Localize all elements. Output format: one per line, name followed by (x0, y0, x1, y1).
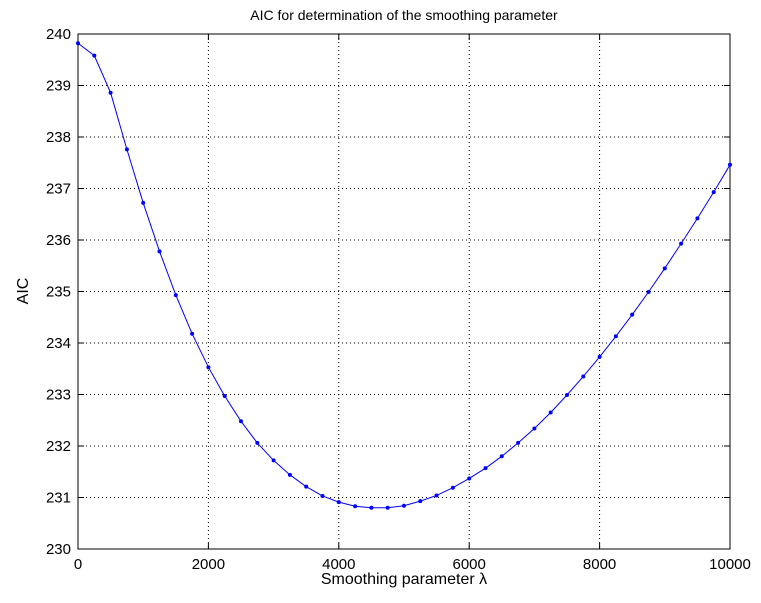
data-point (255, 440, 260, 445)
data-point (516, 440, 521, 445)
data-point (353, 504, 358, 509)
data-point (304, 484, 309, 489)
data-point (483, 466, 488, 471)
data-point (418, 499, 423, 504)
data-point (206, 365, 211, 370)
y-tick-label: 237 (46, 181, 71, 198)
data-point (630, 312, 635, 317)
x-tick-label: 0 (74, 556, 82, 573)
data-point (679, 241, 684, 246)
x-tick-label: 6000 (453, 556, 486, 573)
data-point (76, 41, 80, 46)
data-point (271, 458, 276, 463)
data-point (141, 200, 146, 205)
data-point (385, 505, 390, 510)
x-tick-label: 4000 (322, 556, 355, 573)
x-tick-label: 8000 (583, 556, 616, 573)
data-point (157, 249, 162, 254)
data-point (450, 485, 455, 490)
data-point (548, 410, 553, 415)
chart-title: AIC for determination of the smoothing p… (250, 7, 558, 23)
series-group (76, 41, 732, 510)
data-point (369, 505, 374, 510)
data-point (287, 472, 292, 477)
data-point (695, 216, 700, 221)
data-point (124, 147, 129, 152)
data-point (434, 493, 439, 498)
data-point (173, 293, 178, 298)
data-point (92, 53, 97, 58)
data-point (581, 374, 586, 379)
data-point (728, 162, 732, 167)
x-axis-label: Smoothing parameter λ (321, 571, 487, 588)
data-point (499, 454, 504, 459)
y-tick-label: 238 (46, 129, 71, 146)
y-tick-label: 230 (46, 541, 71, 558)
data-point (108, 90, 113, 95)
grid-lines (78, 34, 730, 549)
x-tick-label: 2000 (192, 556, 225, 573)
data-point (222, 394, 227, 399)
x-tick-label: 10000 (709, 556, 751, 573)
data-point (565, 393, 569, 398)
data-point (190, 331, 195, 336)
data-point (336, 500, 341, 505)
y-tick-label: 236 (46, 232, 71, 249)
y-tick-label: 235 (46, 284, 71, 301)
data-point (320, 493, 325, 498)
data-point (532, 426, 537, 431)
y-tick-label: 240 (46, 26, 71, 43)
y-axis-label: AIC (15, 278, 32, 305)
axis-ticks: 0 2000 4000 6000 8000 10000 230 231 232 233 234 235… (46, 26, 751, 573)
data-point (646, 290, 651, 295)
data-point (467, 476, 472, 481)
data-point (239, 419, 243, 424)
y-tick-label: 239 (46, 78, 71, 95)
data-point (597, 354, 602, 359)
data-point (711, 190, 716, 195)
data-point (402, 503, 406, 508)
y-tick-label: 232 (46, 438, 71, 455)
data-point (613, 334, 618, 339)
y-tick-label: 231 (46, 490, 71, 507)
y-tick-label: 234 (46, 335, 71, 352)
y-tick-label: 233 (46, 387, 71, 404)
data-point (662, 266, 667, 271)
